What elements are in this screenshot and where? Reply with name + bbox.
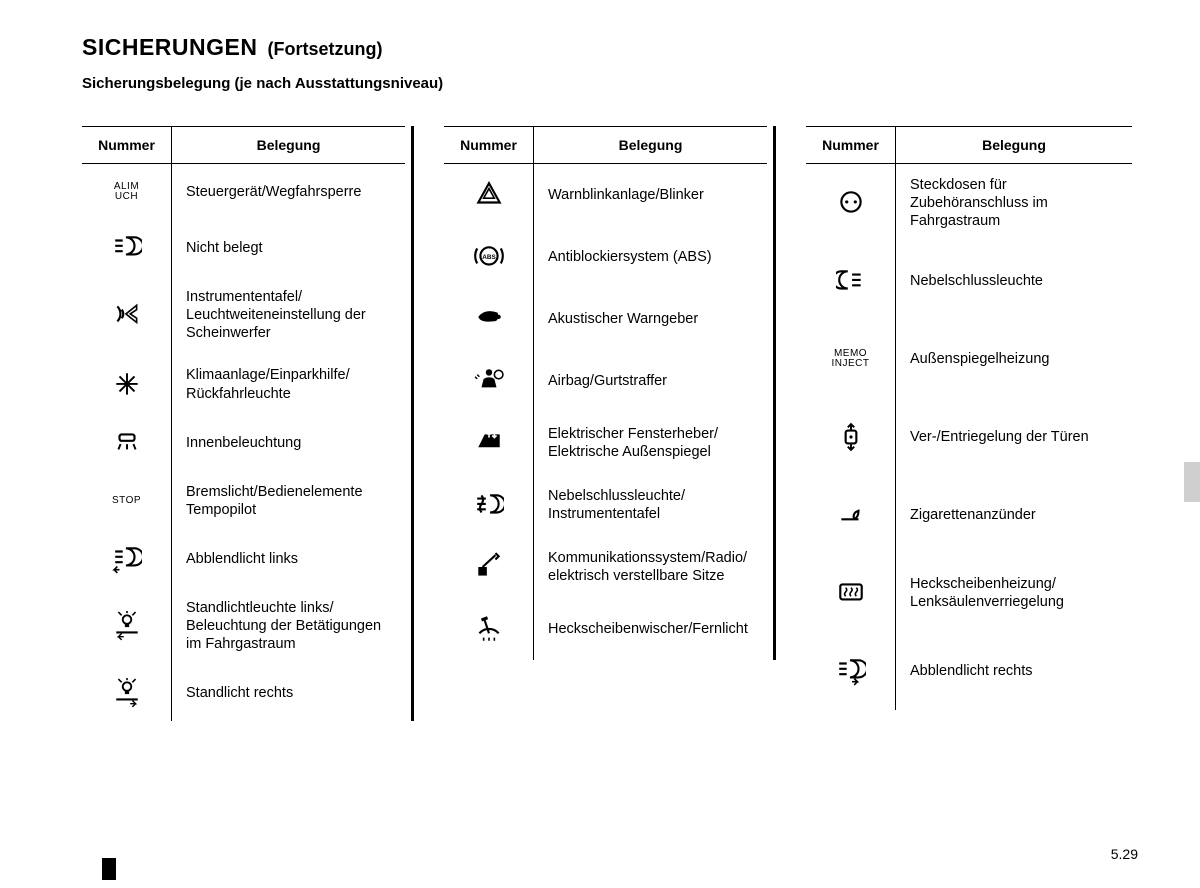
table-row: Instrumententafel/Leuchtweiteneinstellun… [82, 276, 405, 354]
text-icon: STOP [82, 471, 172, 531]
table-row: Elektrischer Fensterheber/Elektrische Au… [444, 412, 767, 474]
row-label: Standlichtleuchte links/Beleuchtung der … [172, 587, 405, 665]
table-row: Klimaanlage/Einparkhilfe/Rückfahrleuchte [82, 354, 405, 414]
row-label: Außenspiegelheizung [896, 338, 1132, 380]
cig-icon [806, 476, 896, 554]
table-header: NummerBelegung [444, 126, 767, 164]
table-row: Antiblockiersystem (ABS) [444, 226, 767, 288]
text-icon: ALIMUCH [82, 164, 172, 220]
table-row: Abblendlicht links [82, 531, 405, 587]
table-row: Zigarettenanzünder [806, 476, 1132, 554]
footer-mark-icon [102, 858, 116, 880]
fuse-column: NummerBelegungALIMUCHSteuergerät/Wegfahr… [82, 126, 414, 721]
row-label: Nicht belegt [172, 227, 405, 269]
row-label: Standlicht rechts [172, 672, 405, 714]
foglamp-icon [444, 474, 534, 536]
row-label: Warnblinkanlage/Blinker [534, 174, 767, 216]
defrost-icon [806, 554, 896, 632]
table-row: Ver-/Entriegelung der Türen [806, 398, 1132, 476]
header-nummer: Nummer [82, 127, 172, 163]
row-label: Antiblockiersystem (ABS) [534, 236, 767, 278]
table-row: ALIMUCHSteuergerät/Wegfahrsperre [82, 164, 405, 220]
row-label: Innenbeleuchtung [172, 422, 405, 464]
row-label: Abblendlicht rechts [896, 650, 1132, 692]
table-row: Nebelschlussleuchte/Instrumententafel [444, 474, 767, 536]
lowbeam-icon [82, 220, 172, 276]
wiper-icon [444, 598, 534, 660]
row-label: Nebelschlussleuchte/Instrumententafel [534, 475, 767, 535]
airbag-icon [444, 350, 534, 412]
horn-icon [444, 288, 534, 350]
table-row: Airbag/Gurtstraffer [444, 350, 767, 412]
table-row: Akustischer Warngeber [444, 288, 767, 350]
table-row: Nicht belegt [82, 220, 405, 276]
window-icon [444, 412, 534, 474]
row-label: Heckscheibenheizung/Lenksäulenverriegelu… [896, 563, 1132, 623]
title-row: SICHERUNGEN (Fortsetzung) [82, 34, 1138, 61]
row-label: Zigarettenanzünder [896, 494, 1132, 536]
row-label: Airbag/Gurtstraffer [534, 360, 767, 402]
text-icon: MEMOINJECT [806, 320, 896, 398]
header-belegung: Belegung [172, 127, 405, 163]
row-label: Instrumententafel/Leuchtweiteneinstellun… [172, 276, 405, 354]
lowbeam-right-icon [806, 632, 896, 710]
lock-icon [806, 398, 896, 476]
table-row: Heckscheibenheizung/Lenksäulenverriegelu… [806, 554, 1132, 632]
radio-icon [444, 536, 534, 598]
page-title-suffix: (Fortsetzung) [267, 39, 382, 60]
table-row: MEMOINJECTAußenspiegelheizung [806, 320, 1132, 398]
page-title: SICHERUNGEN [82, 34, 257, 61]
socket-icon [806, 164, 896, 242]
row-label: Elektrischer Fensterheber/Elektrische Au… [534, 413, 767, 473]
bulb-up-icon [82, 665, 172, 721]
row-label: Kommunikationssystem/Radio/elektrisch ve… [534, 537, 767, 597]
row-label: Bremslicht/Bedienelemente Tempopilot [172, 471, 405, 531]
sensor-icon [82, 276, 172, 354]
row-label: Ver-/Entriegelung der Türen [896, 416, 1132, 458]
table-row: Heckscheibenwischer/Fernlicht [444, 598, 767, 660]
table-row: Steckdosen für Zubehöranschluss im Fahrg… [806, 164, 1132, 242]
fuse-columns: NummerBelegungALIMUCHSteuergerät/Wegfahr… [82, 126, 1138, 721]
row-label: Klimaanlage/Einparkhilfe/Rückfahrleuchte [172, 354, 405, 414]
hazard-icon [444, 164, 534, 226]
lowbeam-left-icon [82, 531, 172, 587]
table-header: NummerBelegung [82, 126, 405, 164]
fuse-column: NummerBelegungSteckdosen für Zubehöransc… [806, 126, 1138, 721]
header-nummer: Nummer [806, 127, 896, 163]
row-label: Steuergerät/Wegfahrsperre [172, 171, 405, 213]
page-subtitle: Sicherungsbelegung (je nach Ausstattungs… [82, 75, 1138, 92]
dome-icon [82, 415, 172, 471]
abs-icon [444, 226, 534, 288]
bulb-down-icon [82, 587, 172, 665]
header-belegung: Belegung [534, 127, 767, 163]
page-number: 5.29 [1111, 846, 1138, 862]
row-label: Nebelschlussleuchte [896, 260, 1132, 302]
row-label: Heckscheibenwischer/Fernlicht [534, 608, 767, 650]
table-row: Standlichtleuchte links/Beleuchtung der … [82, 587, 405, 665]
table-row: Standlicht rechts [82, 665, 405, 721]
table-header: NummerBelegung [806, 126, 1132, 164]
table-row: Nebelschlussleuchte [806, 242, 1132, 320]
header-nummer: Nummer [444, 127, 534, 163]
header-belegung: Belegung [896, 127, 1132, 163]
fuse-column: NummerBelegung Warnblinkanlage/Blinker Ant… [444, 126, 776, 721]
table-row: STOPBremslicht/Bedienelemente Tempopilot [82, 471, 405, 531]
table-row: Abblendlicht rechts [806, 632, 1132, 710]
row-label: Abblendlicht links [172, 538, 405, 580]
table-row: Warnblinkanlage/Blinker [444, 164, 767, 226]
table-row: Innenbeleuchtung [82, 415, 405, 471]
side-tab-icon [1184, 462, 1200, 502]
page: SICHERUNGEN (Fortsetzung) Sicherungsbele… [0, 0, 1200, 888]
row-label: Akustischer Warngeber [534, 298, 767, 340]
rearfog-icon [806, 242, 896, 320]
snow-icon [82, 354, 172, 414]
row-label: Steckdosen für Zubehöranschluss im Fahrg… [896, 164, 1132, 242]
table-row: Kommunikationssystem/Radio/elektrisch ve… [444, 536, 767, 598]
